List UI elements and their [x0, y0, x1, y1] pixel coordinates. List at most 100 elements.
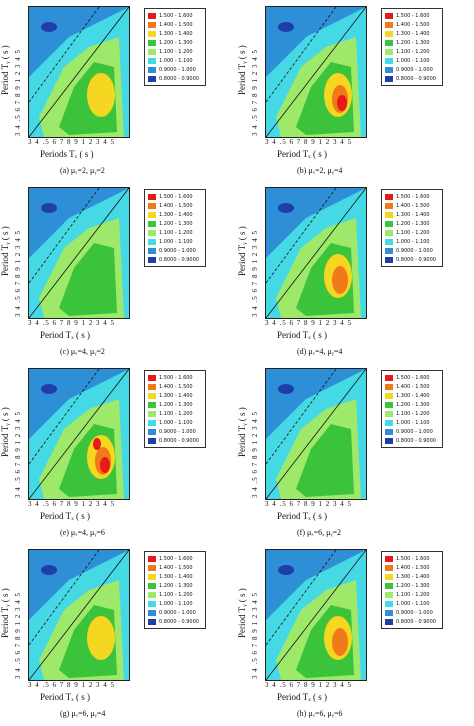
- x-axis-label: Period Tₓ ( s ): [40, 511, 90, 521]
- legend-swatch: [385, 21, 393, 28]
- legend-label: 1.500 - 1.600: [396, 193, 430, 200]
- legend-label: 1.000 - 1.100: [396, 600, 430, 607]
- contour-region: [278, 384, 294, 394]
- legend-label: 1.100 - 1.200: [396, 591, 430, 598]
- legend-swatch: [385, 410, 393, 417]
- panel-caption: (f) μₓ=6, μᵧ=2: [297, 528, 342, 537]
- legend-label: 1.400 - 1.500: [159, 383, 193, 390]
- legend-label: 1.000 - 1.100: [159, 419, 193, 426]
- x-axis-label: Period Tₓ ( s ): [277, 692, 327, 702]
- legend-swatch: [148, 211, 156, 218]
- legend-label: 1.200 - 1.300: [159, 401, 193, 408]
- contour-region: [278, 203, 294, 213]
- legend-entry: 1.000 - 1.100: [148, 418, 202, 427]
- legend-entry: 0.9000 - 1.000: [385, 608, 439, 617]
- x-tick-labels: 3 4 .5 6 7 8 9 1 2 3 4 5: [28, 138, 115, 146]
- legend-label: 1.500 - 1.600: [159, 193, 193, 200]
- x-tick-labels: 3 4 .5 6 7 8 9 1 2 3 4 5: [28, 319, 115, 327]
- contour-map: [266, 7, 366, 137]
- legend-entry: 1.300 - 1.400: [385, 210, 439, 219]
- x-axis-label: Period Tₓ ( s ): [40, 330, 90, 340]
- panel-h: Period Tᵧ ( s ) 3 4 .5 6 7 8 9 1 2 3 4 5 3…: [237, 543, 474, 724]
- contour-region: [59, 243, 117, 316]
- legend-swatch: [148, 39, 156, 46]
- legend-label: 1.300 - 1.400: [159, 30, 193, 37]
- x-tick-labels: 3 4 .5 6 7 8 9 1 2 3 4 5: [265, 500, 352, 508]
- legend-swatch: [385, 618, 393, 625]
- legend-label: 1.100 - 1.200: [159, 410, 193, 417]
- legend-label: 0.8000 - 0.9000: [159, 618, 199, 625]
- contour-plot: [28, 187, 130, 319]
- panel-caption: (b) μₓ=2, μᵧ=4: [297, 166, 343, 175]
- y-axis-label: Period Tᵧ ( s ): [237, 226, 247, 276]
- legend-label: 1.000 - 1.100: [396, 57, 430, 64]
- panel-caption: (d) μₓ=4, μᵧ=4: [297, 347, 343, 356]
- legend-swatch: [148, 202, 156, 209]
- legend-label: 1.100 - 1.200: [396, 410, 430, 417]
- y-axis-label: Period Tᵧ ( s ): [237, 407, 247, 457]
- legend-entry: 0.8000 - 0.9000: [148, 74, 202, 83]
- legend-swatch: [148, 57, 156, 64]
- legend-label: 0.8000 - 0.9000: [159, 256, 199, 263]
- legend-label: 1.300 - 1.400: [396, 30, 430, 37]
- legend-label: 0.8000 - 0.9000: [159, 75, 199, 82]
- x-axis-label: Period Tₓ ( s ): [40, 692, 90, 702]
- legend-swatch: [385, 582, 393, 589]
- legend-label: 0.9000 - 1.000: [396, 609, 433, 616]
- legend-entry: 1.400 - 1.500: [385, 563, 439, 572]
- legend-entry: 1.100 - 1.200: [148, 590, 202, 599]
- legend-entry: 1.500 - 1.600: [385, 373, 439, 382]
- legend-entry: 1.500 - 1.600: [385, 554, 439, 563]
- legend-swatch: [148, 437, 156, 444]
- legend-entry: 1.200 - 1.300: [148, 219, 202, 228]
- legend: 1.500 - 1.600 1.400 - 1.500 1.300 - 1.400 1…: [381, 370, 443, 448]
- diagonal-line: [266, 7, 366, 137]
- panel-caption: (a) μₓ=2, μᵧ=2: [60, 166, 105, 175]
- legend-swatch: [148, 555, 156, 562]
- legend-swatch: [385, 238, 393, 245]
- diagonal-line: [266, 188, 366, 318]
- legend-swatch: [385, 247, 393, 254]
- legend-swatch: [148, 21, 156, 28]
- legend-swatch: [148, 12, 156, 19]
- legend-swatch: [385, 229, 393, 236]
- legend-entry: 1.100 - 1.200: [385, 409, 439, 418]
- legend-swatch: [148, 573, 156, 580]
- contour-map: [29, 550, 129, 680]
- contour-plot: [28, 368, 130, 500]
- legend: 1.500 - 1.600 1.400 - 1.500 1.300 - 1.400 1…: [381, 8, 443, 86]
- legend-entry: 1.100 - 1.200: [148, 47, 202, 56]
- x-tick-labels: 3 4 .5 6 7 8 9 1 2 3 4 5: [265, 681, 352, 689]
- x-axis-label: Period Tₓ ( s ): [277, 511, 327, 521]
- legend-swatch: [385, 202, 393, 209]
- legend-swatch: [385, 48, 393, 55]
- legend-entry: 1.400 - 1.500: [385, 20, 439, 29]
- legend-label: 0.9000 - 1.000: [396, 247, 433, 254]
- legend-entry: 0.8000 - 0.9000: [385, 436, 439, 445]
- legend-entry: 1.300 - 1.400: [385, 391, 439, 400]
- legend-entry: 0.8000 - 0.9000: [148, 617, 202, 626]
- legend-entry: 1.400 - 1.500: [385, 382, 439, 391]
- y-axis-label: Period Tᵧ ( s ): [0, 45, 10, 95]
- diagonal-line: [29, 188, 129, 318]
- contour-map: [29, 7, 129, 137]
- legend-entry: 0.8000 - 0.9000: [148, 436, 202, 445]
- legend-entry: 1.000 - 1.100: [148, 599, 202, 608]
- legend-swatch: [385, 392, 393, 399]
- y-tick-labels: 3 4 .5 6 7 8 9 1 2 3 4 5: [251, 49, 259, 136]
- legend-swatch: [148, 582, 156, 589]
- legend-swatch: [385, 211, 393, 218]
- legend-entry: 1.300 - 1.400: [148, 391, 202, 400]
- legend-label: 0.8000 - 0.9000: [159, 437, 199, 444]
- legend-swatch: [385, 374, 393, 381]
- legend-swatch: [385, 39, 393, 46]
- legend-label: 1.200 - 1.300: [396, 220, 430, 227]
- legend-swatch: [148, 591, 156, 598]
- contour-region: [100, 457, 110, 473]
- legend-entry: 1.400 - 1.500: [148, 563, 202, 572]
- panel-caption: (e) μₓ=4, μᵧ=6: [60, 528, 105, 537]
- legend-label: 1.400 - 1.500: [396, 383, 430, 390]
- legend-entry: 1.500 - 1.600: [148, 373, 202, 382]
- legend-label: 1.100 - 1.200: [396, 48, 430, 55]
- y-axis-label: Period Tᵧ ( s ): [0, 588, 10, 638]
